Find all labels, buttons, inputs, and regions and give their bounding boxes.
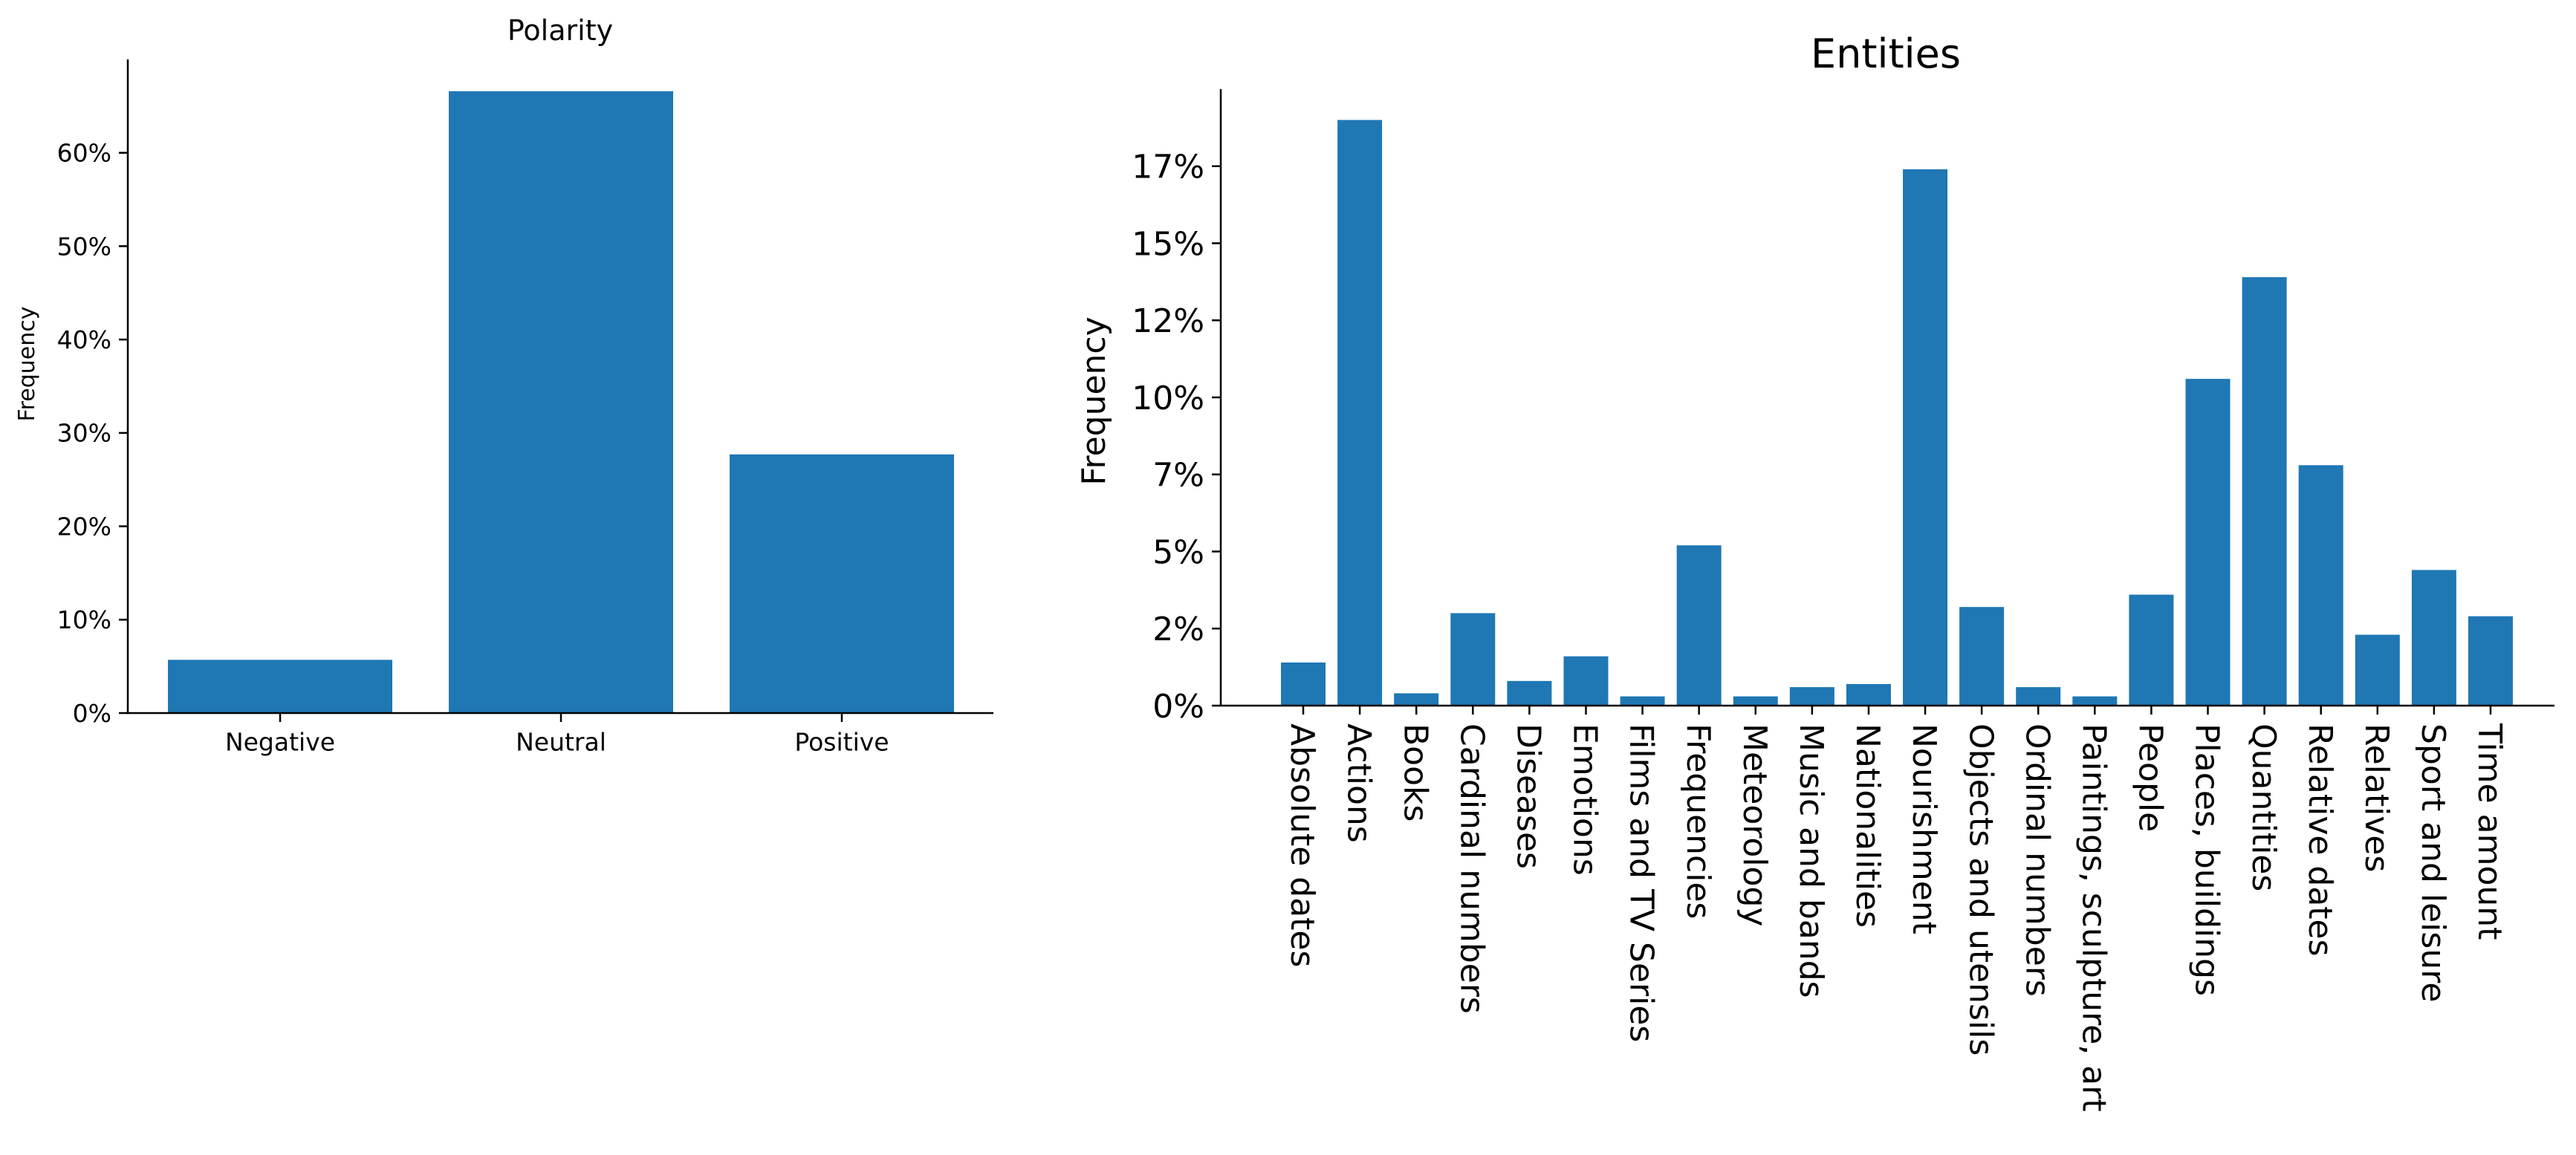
x-tick-label: Positive xyxy=(794,727,889,756)
x-tick-label: Films and TV Series xyxy=(1623,723,1661,1042)
y-tick-label: 17% xyxy=(1132,149,1204,186)
x-tick-label: Negative xyxy=(225,727,335,756)
y-tick-label: 0% xyxy=(73,699,111,728)
x-tick-label: People xyxy=(2132,723,2170,832)
x-tick-label: Sport and leisure xyxy=(2414,723,2452,1002)
y-tick-label: 50% xyxy=(57,232,111,261)
bar xyxy=(1676,545,1722,706)
x-tick-label: Quantities xyxy=(2245,723,2283,891)
x-tick-label: Frequencies xyxy=(1679,723,1717,919)
bar xyxy=(1789,687,1834,706)
y-tick-label: 30% xyxy=(57,419,111,448)
polarity-y-axis-label: Frequency xyxy=(14,307,40,422)
bar xyxy=(168,660,392,713)
bar xyxy=(2242,277,2287,706)
x-tick-label: Absolute dates xyxy=(1283,723,1321,967)
y-tick-label: 10% xyxy=(1132,380,1204,417)
y-tick-label: 5% xyxy=(1152,533,1204,571)
bar xyxy=(1620,696,1665,706)
bar xyxy=(2016,687,2061,706)
bar xyxy=(1450,613,1496,706)
x-tick-label: Paintings, sculpture, art xyxy=(2074,723,2112,1112)
bar xyxy=(1903,169,1948,706)
x-tick-label: Objects and utensils xyxy=(1962,723,1999,1055)
x-tick-label: Diseases xyxy=(1510,723,1548,869)
bar xyxy=(1846,683,1891,706)
x-tick-label: Time amount xyxy=(2470,723,2508,940)
bar xyxy=(1281,662,1326,706)
y-tick-label: 12% xyxy=(1132,302,1204,340)
x-tick-label: Actions xyxy=(1340,723,1378,843)
x-tick-label: Meteorology xyxy=(1736,723,1774,926)
polarity-chart: Polarity Frequency 0%10%20%30%40%50%60% … xyxy=(14,14,993,756)
bar xyxy=(2185,379,2231,706)
entities-title: Entities xyxy=(1811,30,1961,77)
bar xyxy=(2411,570,2456,706)
bar xyxy=(730,454,954,713)
bar xyxy=(1337,120,1383,706)
x-tick-label: Emotions xyxy=(1566,723,1604,876)
x-tick-label: Ordinal numbers xyxy=(2018,723,2056,997)
y-tick-label: 40% xyxy=(57,325,111,354)
y-tick-label: 7% xyxy=(1152,457,1204,495)
x-tick-label: Cardinal numbers xyxy=(1453,723,1490,1014)
bar xyxy=(1507,680,1552,706)
y-tick-label: 15% xyxy=(1132,225,1204,263)
bar xyxy=(1959,607,2005,706)
x-tick-label: Nourishment xyxy=(1905,723,1943,934)
y-tick-label: 60% xyxy=(57,139,111,168)
y-tick-label: 0% xyxy=(1152,688,1204,726)
bar xyxy=(2129,594,2174,706)
bar xyxy=(1563,656,1609,706)
bar xyxy=(2468,616,2513,706)
bar xyxy=(1733,696,1778,706)
entities-chart: Entities Frequency 0%2%5%7%10%12%15%17% … xyxy=(1075,30,2554,1112)
bar xyxy=(449,91,673,713)
y-tick-label: 2% xyxy=(1152,611,1204,648)
bar xyxy=(2355,634,2400,706)
bar xyxy=(1394,693,1439,706)
x-tick-label: Relatives xyxy=(2358,723,2395,872)
x-tick-label: Neutral xyxy=(516,727,606,756)
polarity-title: Polarity xyxy=(507,14,613,47)
x-tick-label: Books xyxy=(1396,723,1434,821)
bar xyxy=(2072,696,2118,706)
y-tick-label: 10% xyxy=(57,605,111,634)
x-tick-label: Relative dates xyxy=(2301,723,2339,957)
entities-y-axis-label: Frequency xyxy=(1075,316,1113,485)
bar xyxy=(2298,465,2343,706)
x-tick-label: Places, buildings xyxy=(2188,723,2226,996)
x-tick-label: Music and bands xyxy=(1792,723,1830,998)
x-tick-label: Nationalities xyxy=(1849,723,1886,928)
y-tick-label: 20% xyxy=(57,512,111,541)
